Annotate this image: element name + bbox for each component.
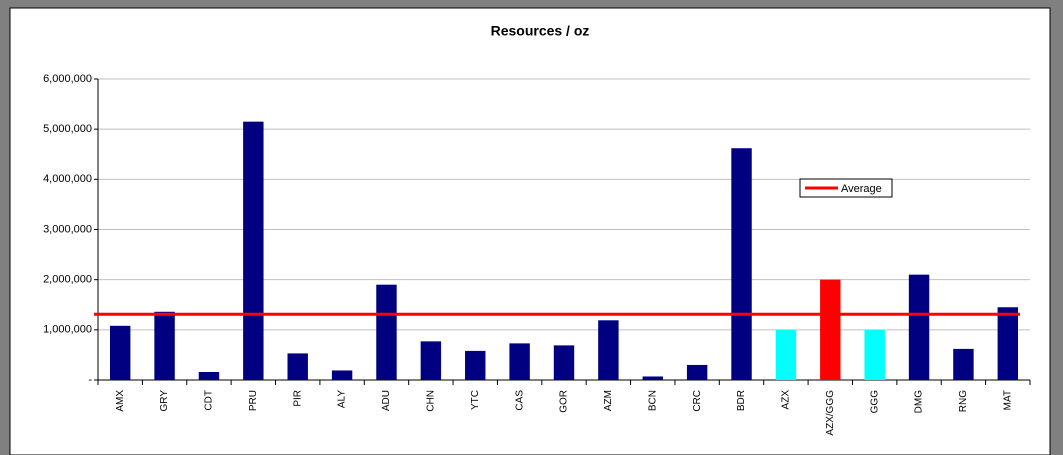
x-tick-label: AZX: [781, 390, 792, 410]
x-tick-label: PIR: [292, 390, 303, 407]
x-tick-label: GRY: [159, 390, 170, 412]
x-tick-label: BDR: [736, 390, 747, 411]
x-tick-label: CRC: [692, 390, 703, 412]
bar: [198, 371, 220, 380]
x-tick-label: BCN: [647, 390, 658, 411]
bar: [731, 148, 752, 380]
x-tick-label: MAT: [1002, 390, 1013, 410]
legend-box: [799, 178, 893, 198]
bar: [420, 341, 442, 380]
x-tick-label: CHN: [425, 390, 436, 412]
x-tick-label: CDT: [204, 390, 215, 411]
x-tick-label: AMX: [115, 390, 126, 412]
y-tick-label: -: [88, 374, 92, 386]
bar: [465, 350, 486, 380]
bar: [997, 307, 1019, 380]
bar: [331, 370, 353, 380]
y-tick-label: 1,000,000: [43, 324, 92, 336]
x-tick-label: RNG: [958, 390, 969, 412]
x-tick-label: ADU: [381, 390, 392, 411]
legend-label: Average: [841, 183, 882, 195]
bar: [820, 279, 841, 380]
y-tick-label: 4,000,000: [43, 173, 92, 185]
bar: [376, 284, 397, 380]
x-tick-label: CAS: [514, 390, 525, 411]
bar: [598, 320, 619, 380]
bar: [553, 345, 575, 380]
bar: [642, 376, 663, 380]
chart-title: Resources / oz: [491, 23, 590, 39]
y-tick-label: 5,000,000: [43, 123, 92, 135]
x-tick-label: AZM: [603, 390, 614, 411]
y-tick-label: 3,000,000: [43, 223, 92, 235]
bar: [864, 329, 885, 380]
bar: [243, 121, 264, 381]
x-tick-label: DMG: [914, 390, 925, 414]
x-tick-label: PRU: [248, 390, 259, 411]
bar: [109, 325, 131, 380]
bar: [686, 364, 708, 380]
bar: [154, 311, 175, 380]
x-tick-label: ALY: [337, 390, 348, 408]
bar: [775, 329, 797, 380]
y-tick-label: 6,000,000: [43, 73, 92, 85]
x-tick-label: GGG: [869, 390, 880, 414]
bar: [509, 343, 530, 380]
bar: [953, 348, 974, 380]
x-tick-label: YTC: [470, 390, 481, 410]
bar: [908, 274, 930, 380]
bar: [287, 353, 308, 380]
y-tick-label: 2,000,000: [43, 274, 92, 286]
chart-area: [9, 7, 1051, 455]
x-tick-label: GOR: [559, 390, 570, 413]
x-tick-label: AZX/GGG: [825, 390, 836, 436]
